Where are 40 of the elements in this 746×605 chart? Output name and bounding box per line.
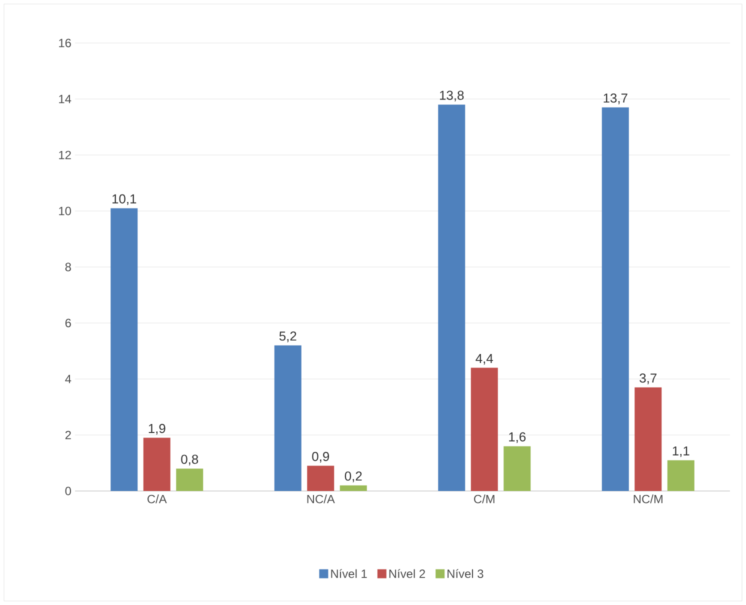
- bar: [470, 368, 498, 491]
- x-tick-label: NC/M: [634, 494, 662, 504]
- data-label: 0,2: [344, 471, 362, 482]
- bar: [274, 345, 302, 491]
- data-label: 1,6: [509, 432, 526, 443]
- y-tick-label: 6: [65, 318, 71, 328]
- bar: [504, 446, 531, 491]
- y-tick-label: 0: [65, 486, 72, 496]
- legend-label: Nível 1: [331, 569, 367, 578]
- y-tick-label: 14: [59, 94, 72, 104]
- x-tick-label: C/M: [474, 494, 494, 504]
- data-label: 13,8: [440, 90, 464, 102]
- y-tick-label: 12: [59, 150, 71, 160]
- y-tick-label: 2: [65, 430, 71, 440]
- bar: [667, 460, 694, 491]
- y-tick-label: 8: [65, 262, 71, 272]
- data-label: 0,8: [181, 454, 198, 466]
- data-label: 3,7: [640, 373, 656, 384]
- data-label: 13,7: [604, 93, 628, 104]
- bar: [307, 466, 334, 491]
- data-label: 0,9: [312, 452, 330, 463]
- data-label: 1,1: [672, 446, 690, 457]
- data-label: 5,2: [279, 331, 296, 342]
- x-tick-label: C/A: [148, 494, 167, 504]
- y-tick-label: 10: [59, 206, 72, 216]
- legend-label: Nível 3: [448, 569, 484, 578]
- data-label: 10,1: [112, 194, 136, 205]
- data-label: 1,9: [148, 424, 166, 435]
- bar: [176, 468, 204, 491]
- y-tick-label: 4: [65, 374, 72, 384]
- y-tick-label: 16: [59, 38, 71, 48]
- bar: [110, 208, 138, 491]
- bar: [602, 107, 629, 491]
- legend-label: Nível 2: [389, 569, 425, 578]
- x-tick-label: NC/A: [307, 494, 335, 504]
- bar: [143, 438, 170, 491]
- bar: [340, 485, 367, 491]
- bar: [634, 387, 662, 491]
- bar: [438, 104, 466, 491]
- data-label: 4,4: [476, 354, 494, 365]
